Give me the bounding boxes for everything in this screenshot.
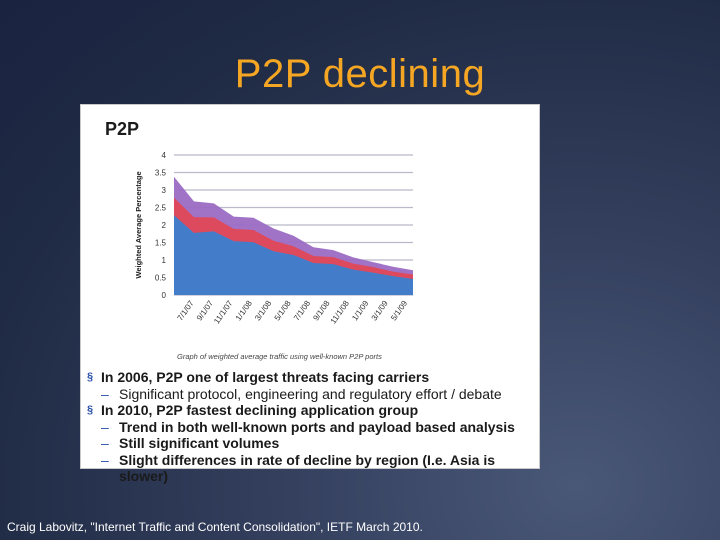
figure-heading: P2P <box>105 119 140 139</box>
slide-title: P2P declining <box>234 52 486 96</box>
x-tick-label: 1/1/08 <box>234 299 254 323</box>
y-tick-label: 0 <box>162 291 167 300</box>
bullet-item: In 2006, P2P one of largest threats faci… <box>87 369 537 386</box>
y-axis-label: Weighted Average Percentage <box>134 171 143 278</box>
y-tick-label: 4 <box>162 151 167 160</box>
x-tick-label: 7/1/08 <box>292 299 312 323</box>
sub-bullet-item: Still significant volumes <box>87 435 537 452</box>
chart-figure: P2P 0 0.5 1 1.5 2 2.5 3 3.5 4 Weighted Average Pe… <box>80 104 540 484</box>
y-tick-label: 2.5 <box>155 204 167 213</box>
x-tick-label: 11/1/08 <box>329 299 352 326</box>
sub-bullet-item: Significant protocol, engineering and re… <box>87 386 537 403</box>
bullet-item: In 2010, P2P fastest declining applicati… <box>87 402 537 419</box>
x-tick-label: 7/1/07 <box>176 299 196 323</box>
citation-footer: Craig Labovitz, "Internet Traffic and Co… <box>7 520 423 534</box>
x-tick-label: 11/1/07 <box>212 299 235 326</box>
x-tick-label: 1/1/09 <box>350 299 370 323</box>
y-tick-label: 3.5 <box>155 169 167 178</box>
y-tick-label: 3 <box>162 186 167 195</box>
y-tick-label: 0.5 <box>155 274 167 283</box>
sub-bullet-item: Slight differences in rate of decline by… <box>87 452 537 485</box>
blue-series-area <box>174 215 413 295</box>
x-tick-label: 3/1/09 <box>370 299 390 323</box>
bullet-list: In 2006, P2P one of largest threats faci… <box>87 369 537 485</box>
p2p-area-chart: 0 0.5 1 1.5 2 2.5 3 3.5 4 Weighted Average Percen… <box>134 151 413 361</box>
y-tick-label: 2 <box>162 221 167 230</box>
y-tick-label: 1.5 <box>155 239 167 248</box>
sub-bullet-item: Trend in both well-known ports and paylo… <box>87 419 537 436</box>
x-tick-label: 5/1/08 <box>273 299 293 323</box>
x-tick-label: 5/1/09 <box>389 299 409 323</box>
chart-caption: Graph of weighted average traffic using … <box>177 352 382 361</box>
y-tick-label: 1 <box>162 256 167 265</box>
x-tick-label: 3/1/08 <box>253 299 273 323</box>
